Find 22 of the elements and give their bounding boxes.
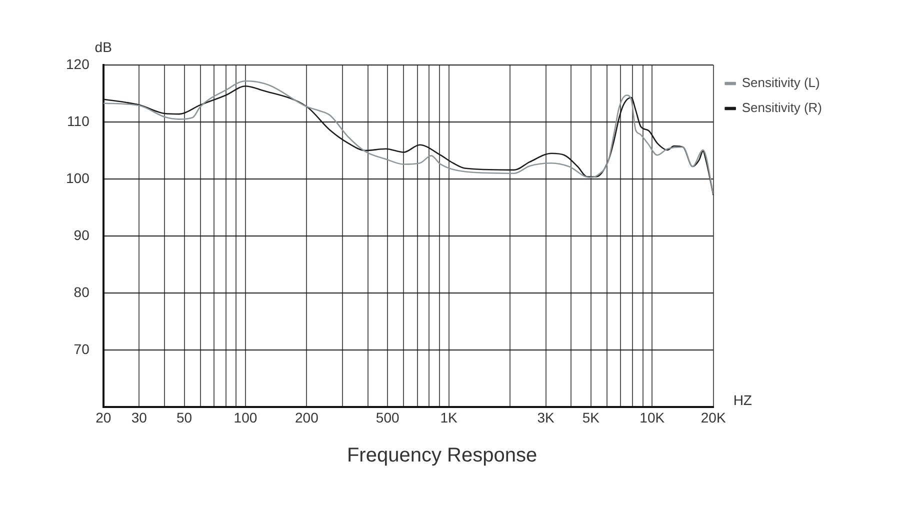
- x-tick-label: 1K: [440, 409, 458, 426]
- x-tick-label: 50: [176, 409, 192, 426]
- text: Frequency Response: [346, 444, 538, 467]
- x-tick-label: 5K: [582, 409, 600, 426]
- y-tick-label: 110: [67, 112, 90, 129]
- x-tick-label: 3K: [537, 409, 556, 426]
- legend-label: Sensitivity (L): [742, 75, 820, 90]
- x-tick-label: 10K: [640, 409, 666, 426]
- x-axis-title: HZ: [733, 392, 752, 408]
- y-tick-label: 90: [74, 226, 90, 243]
- x-tick-label: 30: [131, 409, 148, 426]
- y-axis-title: dB: [94, 38, 112, 55]
- x-tick-label: 100: [234, 409, 258, 426]
- x-tick-label: 20K: [700, 409, 726, 426]
- legend-label: Sensitivity (R): [742, 100, 822, 116]
- y-tick-label: 120: [66, 56, 90, 72]
- y-tick-label: 70: [74, 341, 90, 358]
- x-tick-label: 500: [376, 409, 400, 426]
- y-tick-label: 80: [74, 284, 90, 300]
- x-tick-label: 200: [295, 409, 319, 426]
- x-tick-label: 20: [96, 409, 112, 426]
- y-tick-label: 100: [66, 170, 90, 186]
